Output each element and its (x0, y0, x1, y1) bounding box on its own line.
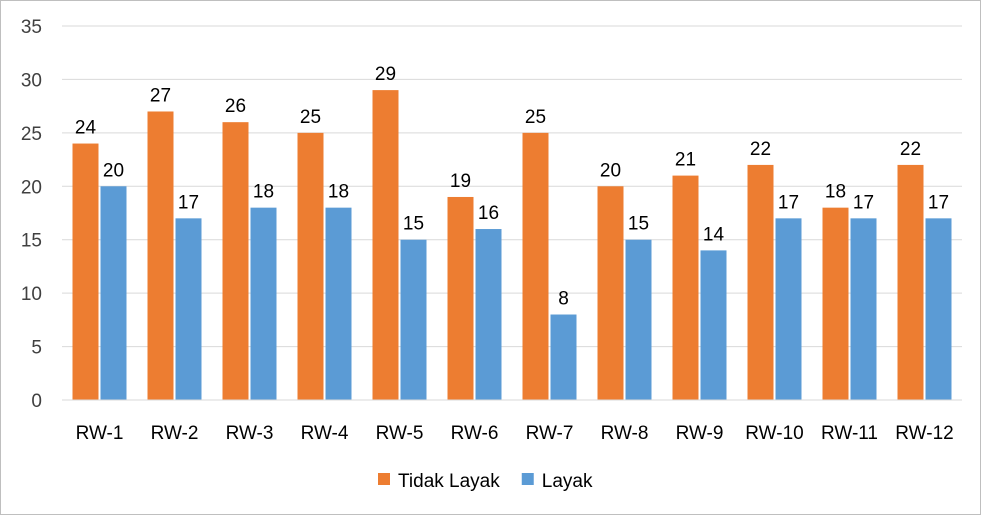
data-label: 14 (703, 224, 725, 245)
legend-label: Tidak Layak (398, 471, 500, 492)
x-category-label: RW-10 (745, 423, 803, 444)
bar-tidak-layak-rw-2 (147, 111, 174, 400)
legend-swatch (521, 473, 534, 485)
bar-tidak-layak-rw-6 (447, 196, 474, 400)
data-label: 22 (900, 139, 921, 160)
gridlines (62, 25, 962, 348)
y-tick-label: 25 (21, 124, 42, 145)
bar-tidak-layak-rw-5 (372, 90, 399, 400)
x-category-label: RW-3 (226, 423, 274, 444)
data-label: 25 (300, 107, 321, 128)
data-label: 17 (853, 192, 874, 213)
data-label: 17 (928, 192, 949, 213)
data-label: 8 (558, 289, 569, 310)
x-category-label: RW-7 (526, 423, 574, 444)
data-label: 18 (253, 182, 274, 203)
x-category-label: RW-1 (76, 423, 124, 444)
x-category-label: RW-8 (601, 423, 649, 444)
x-axis-category-labels: RW-1 RW-2 RW-3 RW-4 RW-5 RW-6 RW-7 RW-8 RW-9 RW-1… (76, 423, 954, 444)
data-labels: 24 20 27 17 26 18 25 18 29 15 19 16 25 8 20 15 21 14 22 17 1… (75, 64, 949, 309)
bar-layak-rw-1 (100, 186, 127, 400)
data-label: 22 (750, 139, 771, 160)
bar-tidak-layak-rw-4 (297, 132, 324, 400)
y-tick-label: 0 (31, 391, 42, 412)
data-label: 17 (178, 192, 199, 213)
x-category-label: RW-12 (895, 423, 953, 444)
bar-layak-rw-9 (700, 250, 727, 400)
bar-layak-rw-3 (250, 207, 277, 400)
x-category-label: RW-4 (301, 423, 349, 444)
bar-tidak-layak-rw-7 (522, 132, 549, 400)
bar-layak-rw-12 (925, 218, 952, 400)
y-tick-label: 20 (21, 177, 42, 198)
y-tick-label: 30 (21, 70, 42, 91)
x-category-label: RW-6 (451, 423, 499, 444)
bar-tidak-layak-rw-3 (222, 122, 249, 401)
bar-layak-rw-11 (850, 218, 877, 400)
y-tick-label: 10 (21, 284, 42, 305)
data-label: 20 (103, 160, 124, 181)
bar-tidak-layak-rw-1 (72, 143, 99, 401)
data-label: 18 (328, 182, 349, 203)
bar-tidak-layak-rw-11 (822, 207, 849, 400)
bar-tidak-layak-rw-10 (747, 164, 774, 400)
bar-layak-rw-10 (775, 218, 802, 400)
bar-tidak-layak-rw-9 (672, 175, 699, 400)
y-tick-label: 5 (31, 338, 42, 359)
data-label: 19 (450, 171, 471, 192)
bar-layak-rw-6 (475, 229, 502, 400)
y-tick-label: 35 (21, 17, 42, 38)
data-label: 15 (403, 214, 424, 235)
x-category-label: RW-5 (376, 423, 424, 444)
data-label: 17 (778, 192, 799, 213)
bars (72, 90, 952, 401)
data-label: 18 (825, 182, 846, 203)
bar-layak-rw-2 (175, 218, 202, 400)
x-category-label: RW-11 (821, 423, 878, 444)
data-label: 20 (600, 160, 621, 181)
data-label: 27 (150, 85, 171, 106)
x-category-label: RW-9 (676, 423, 724, 444)
legend: Tidak Layak Layak (378, 471, 593, 492)
data-label: 24 (75, 118, 97, 139)
bar-tidak-layak-rw-12 (897, 164, 924, 400)
data-label: 29 (375, 64, 396, 85)
data-label: 16 (478, 203, 499, 224)
data-label: 26 (225, 96, 246, 117)
y-tick-label: 15 (21, 231, 42, 252)
bar-tidak-layak-rw-8 (597, 186, 624, 400)
data-label: 21 (675, 150, 696, 171)
bar-layak-rw-8 (625, 239, 652, 400)
legend-label: Layak (542, 471, 593, 492)
bar-layak-rw-4 (325, 207, 352, 400)
y-axis-tick-labels: 0 5 10 15 20 25 30 35 (21, 17, 42, 412)
data-label: 15 (628, 214, 649, 235)
x-category-label: RW-2 (151, 423, 199, 444)
data-label: 25 (525, 107, 546, 128)
bar-layak-rw-5 (400, 239, 427, 400)
legend-swatch (378, 473, 390, 485)
bar-layak-rw-7 (550, 314, 577, 400)
